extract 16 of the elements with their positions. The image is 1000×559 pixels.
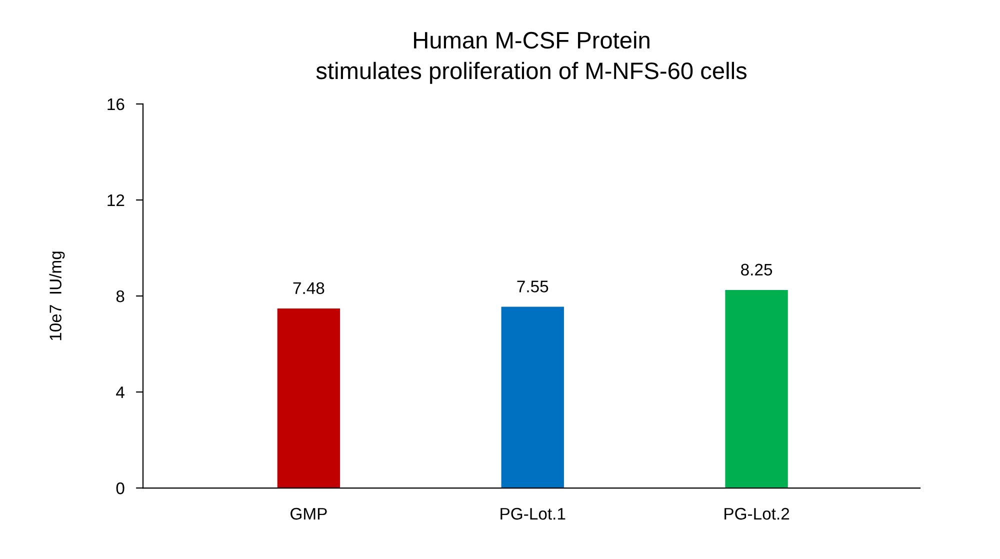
bar	[501, 306, 564, 488]
y-tick-label: 16	[108, 98, 124, 110]
chart-title: Human M-CSF Protein stimulates proliferation of M-NFS-60 cells	[316, 31, 747, 84]
data-label: 8.25	[741, 264, 772, 276]
data-label: 7.48	[293, 282, 324, 294]
x-tick-label: GMP	[290, 508, 327, 520]
x-tick-label: PG-Lot.2	[724, 508, 790, 520]
y-tick-label: 8	[116, 290, 124, 302]
x-tick-label: PG-Lot.1	[500, 508, 566, 520]
bar	[277, 308, 340, 488]
y-tick-label: 0	[116, 482, 124, 494]
data-label: 7.55	[517, 280, 548, 292]
y-tick-label: 4	[116, 386, 124, 398]
bar	[725, 290, 788, 488]
y-axis-title: 10e7 IU/mg	[49, 252, 65, 340]
y-tick-label: 12	[108, 194, 124, 206]
